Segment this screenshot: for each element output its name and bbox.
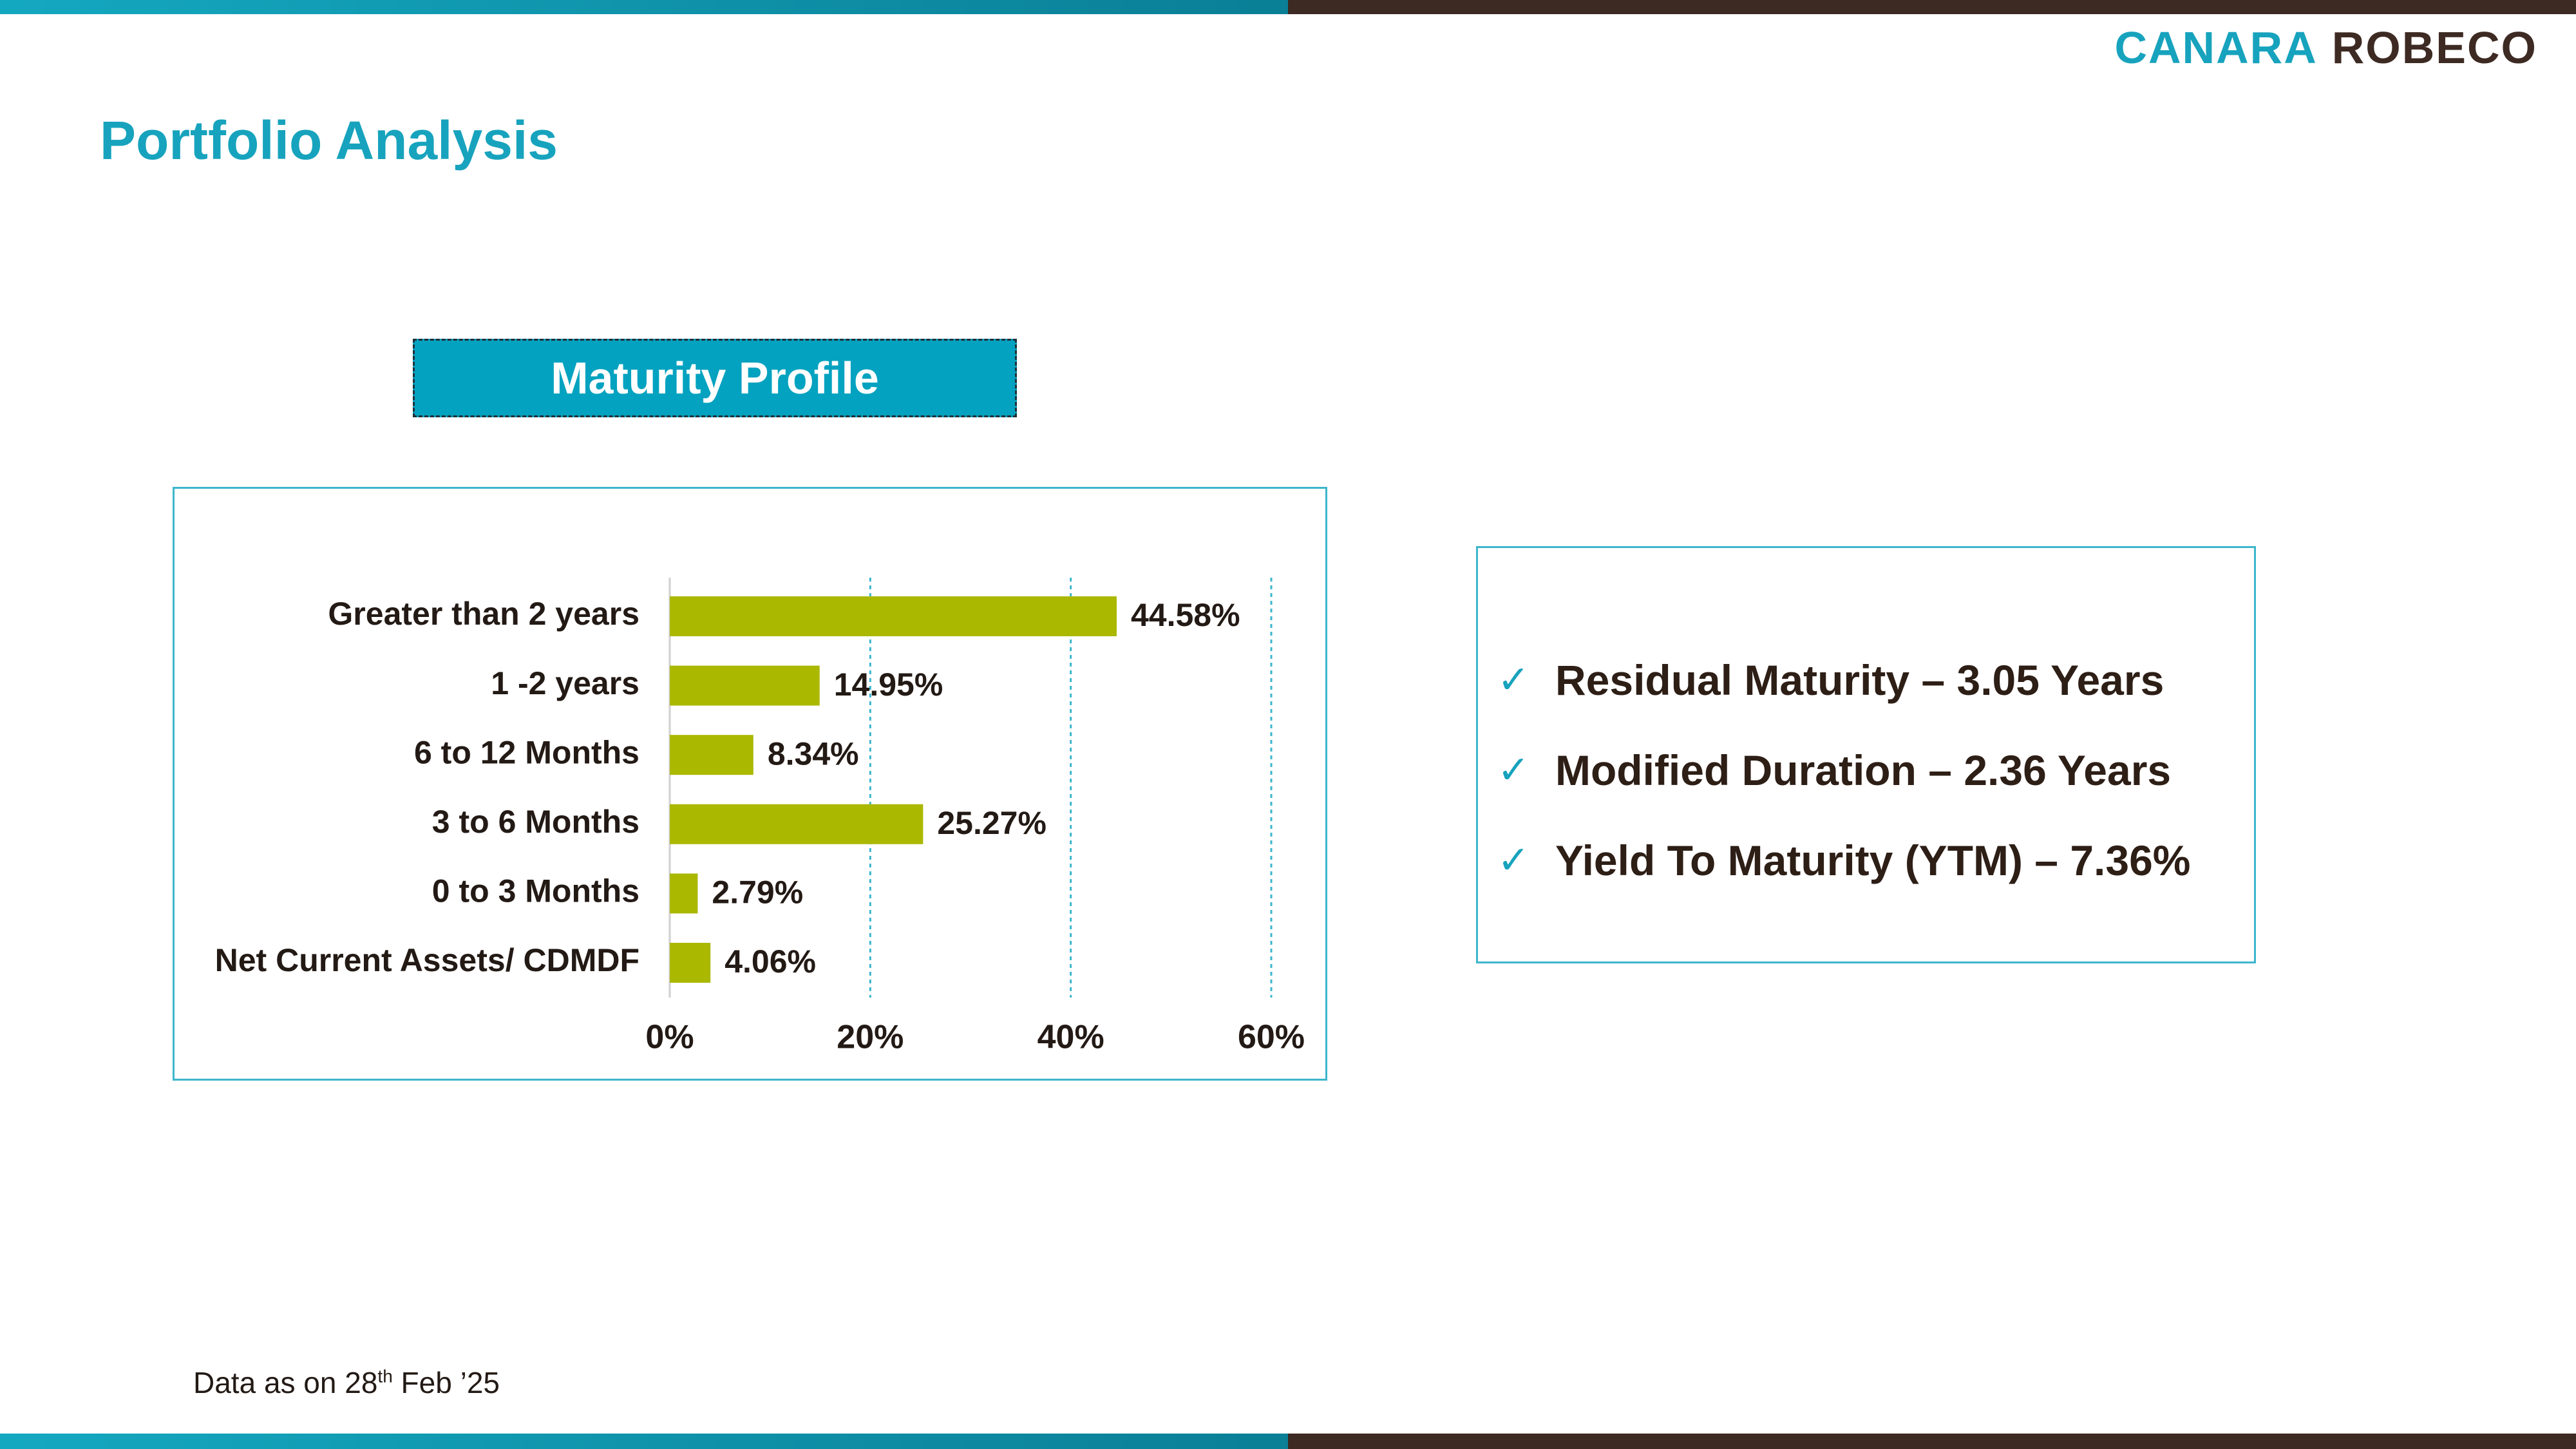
check-icon: ✓ (1497, 748, 1530, 791)
logo-canara: CANARA (2114, 23, 2318, 73)
value-label: 8.34% (768, 735, 859, 772)
stat-text: Residual Maturity – 3.05 Years (1555, 656, 2164, 704)
category-label: 0 to 3 Months (432, 873, 639, 909)
stat-text: Yield To Maturity (YTM) – 7.36% (1555, 837, 2191, 884)
value-label: 25.27% (937, 805, 1046, 841)
bar (670, 735, 753, 775)
stat-item: ✓ Modified Duration – 2.36 Years (1497, 725, 2191, 815)
category-label: 3 to 6 Months (432, 804, 639, 840)
footnote-sup: th (377, 1366, 393, 1387)
bottom-band (0, 1434, 2576, 1449)
x-tick-label: 60% (1238, 1019, 1305, 1056)
value-label: 2.79% (712, 875, 803, 911)
x-tick-label: 20% (837, 1019, 904, 1056)
bar (670, 943, 711, 983)
bar (670, 596, 1117, 636)
bar (670, 804, 923, 844)
x-tick-label: 0% (645, 1019, 694, 1056)
maturity-bar-chart: Greater than 2 years 44.58% 1 -2 years 14.9… (215, 578, 1305, 1056)
top-band (0, 0, 2576, 14)
check-icon: ✓ (1497, 838, 1530, 882)
check-icon: ✓ (1497, 658, 1530, 701)
stat-item: ✓ Residual Maturity – 3.05 Years (1497, 635, 2191, 725)
value-label: 4.06% (724, 943, 816, 980)
category-label: Net Current Assets/ CDMDF (215, 942, 639, 978)
category-label: Greater than 2 years (328, 596, 639, 632)
page-title: Portfolio Analysis (100, 110, 558, 171)
value-label: 44.58% (1131, 597, 1240, 633)
portfolio-stats-list: ✓ Residual Maturity – 3.05 Years ✓ Modified… (1497, 635, 2191, 905)
bottom-band-teal (0, 1434, 1288, 1449)
data-date-footnote: Data as on 28th Feb ’25 (193, 1365, 500, 1400)
footnote-suffix: Feb ’25 (392, 1366, 500, 1399)
top-band-brown (1288, 0, 2576, 14)
brand-logo: CANARA ROBECO (2114, 22, 2537, 73)
footnote-prefix: Data as on 28 (193, 1366, 378, 1399)
category-label: 6 to 12 Months (414, 734, 639, 770)
value-label: 14.95% (834, 667, 943, 703)
maturity-profile-header: Maturity Profile (413, 339, 1017, 417)
logo-robeco: ROBECO (2331, 23, 2537, 73)
stat-item: ✓ Yield To Maturity (YTM) – 7.36% (1497, 815, 2191, 905)
stat-text: Modified Duration – 2.36 Years (1555, 746, 2172, 794)
maturity-chart-box: Greater than 2 years 44.58% 1 -2 years 14.9… (173, 487, 1327, 1081)
category-label: 1 -2 years (491, 665, 639, 701)
x-tick-label: 40% (1037, 1019, 1104, 1056)
top-band-teal (0, 0, 1288, 14)
bottom-band-brown (1288, 1434, 2576, 1449)
bar (670, 873, 698, 914)
bar (670, 665, 820, 706)
portfolio-stats-box: ✓ Residual Maturity – 3.05 Years ✓ Modified… (1476, 546, 2256, 963)
